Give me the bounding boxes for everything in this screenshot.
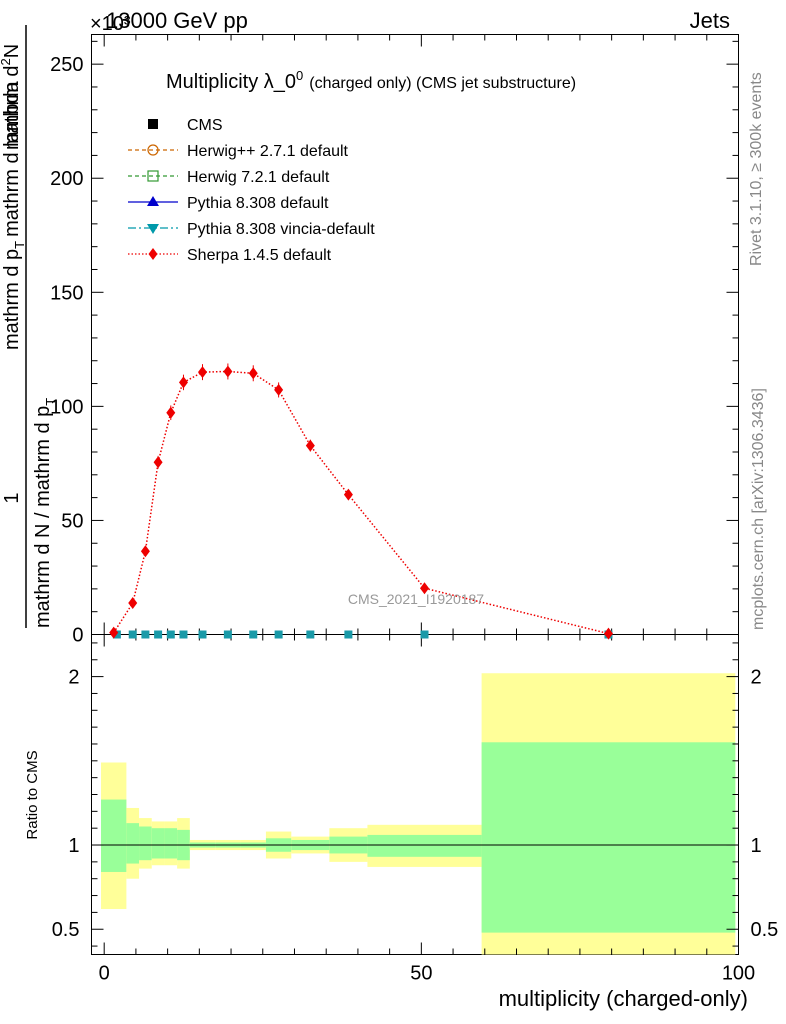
zero-marker xyxy=(128,630,137,639)
legend-marker-triangle xyxy=(147,196,159,206)
sherpa-point xyxy=(109,626,119,639)
legend-label: Herwig++ 2.7.1 default xyxy=(187,143,349,160)
legend-marker-square xyxy=(147,170,159,182)
legend: CMS Herwig++ 2.7.1 default Herwig 7.2.1 de… xyxy=(128,117,375,264)
ratio-y-axis-label: Ratio to CMS xyxy=(24,750,41,839)
top-y-ticks: 0 50 100 150 200 250 xyxy=(50,40,739,647)
y-label-denominator: mathrm d N / mathrm d pT xyxy=(32,398,58,628)
y-label-num-sub: T xyxy=(12,241,27,249)
legend-marker-circle xyxy=(147,144,159,156)
ratio-y-tick-label-right: 1 xyxy=(751,835,762,857)
ratio-inner-band-bin xyxy=(164,828,178,859)
x-tick-label: 0 xyxy=(99,963,110,985)
ratio-y-tick-label-left: 2 xyxy=(68,667,79,689)
top-y-tick-label: 0 xyxy=(72,625,83,647)
rivet-label: Rivet 3.1.10, ≥ 300k events xyxy=(748,72,765,266)
y-label-num-a: mathrm d p xyxy=(1,249,23,350)
legend-label: Pythia 8.308 default xyxy=(187,195,329,212)
sherpa-point xyxy=(343,488,353,501)
ratio-y-tick-label-right: 2 xyxy=(751,667,762,689)
data-series xyxy=(109,363,613,640)
sherpa-point xyxy=(603,627,613,640)
ratio-inner-band-bin xyxy=(481,742,736,933)
zero-marker xyxy=(154,630,163,639)
energy-label: 13000 GeV pp xyxy=(106,8,248,33)
legend-label: Herwig 7.2.1 default xyxy=(187,169,330,186)
x-axis-label: multiplicity (charged-only) xyxy=(499,986,748,1011)
zero-marker xyxy=(420,630,429,639)
zero-marker xyxy=(274,630,283,639)
sherpa-point xyxy=(305,439,315,452)
process-label: Jets xyxy=(690,8,730,33)
ratio-y-tick-label-right: 0.5 xyxy=(751,919,779,941)
sherpa-point xyxy=(178,376,188,389)
top-y-tick-label: 200 xyxy=(50,168,83,190)
top-y-tick-label: 250 xyxy=(50,54,83,76)
title-sup: 0 xyxy=(296,68,303,83)
ratio-y-tick-label-left: 1 xyxy=(68,835,79,857)
legend-marker-diamond xyxy=(148,248,158,260)
legend-marker-cms xyxy=(148,119,158,129)
plot-title: Multiplicity λ_00 (charged only) (CMS jet… xyxy=(166,68,576,93)
legend-label: Pythia 8.308 vincia-default xyxy=(187,221,375,238)
sherpa-point xyxy=(223,365,233,378)
top-y-tick-label: 50 xyxy=(61,510,83,532)
ratio-inner-band-bin xyxy=(367,834,482,857)
legend-marker-triangle-down xyxy=(147,224,159,234)
title-suffix: (charged only) (CMS jet substructure) xyxy=(309,75,576,92)
sherpa-point xyxy=(140,545,150,558)
zero-marker xyxy=(344,630,353,639)
ratio-inner-band-bin xyxy=(151,828,165,859)
sherpa-point xyxy=(166,406,176,419)
sherpa-point xyxy=(128,597,138,610)
top-y-axis-label: 1 mathrm d N / mathrm d pT mathrm d pTma… xyxy=(0,25,58,628)
sherpa-point xyxy=(153,456,163,469)
exponent-label: ×10³ xyxy=(90,13,131,35)
zero-marker xyxy=(198,630,207,639)
zero-marker xyxy=(141,630,150,639)
analysis-watermark: CMS_2021_I1920187 xyxy=(348,591,484,607)
y-label-top-sup: 2 xyxy=(0,58,13,65)
zero-marker xyxy=(306,630,315,639)
y-label-den-a: mathrm d N / mathrm d p xyxy=(32,406,54,628)
zero-marker xyxy=(249,630,258,639)
title-main: Multiplicity λ_0 xyxy=(166,71,296,93)
ratio-y-tick-label-left: 0.5 xyxy=(52,919,80,941)
top-y-tick-label: 150 xyxy=(50,282,83,304)
y-label-den-sub1: T xyxy=(43,398,58,406)
sherpa-point xyxy=(198,366,208,379)
zero-marker xyxy=(179,630,188,639)
x-tick-label: 50 xyxy=(410,963,432,985)
mcplots-label: mcplots.cern.ch [arXiv:1306.3436] xyxy=(750,388,767,630)
legend-label: Sherpa 1.4.5 default xyxy=(187,247,332,264)
zero-marker xyxy=(223,630,232,639)
ratio-bands xyxy=(101,673,736,955)
sherpa-point xyxy=(274,383,284,396)
y-label-num-b: mathrm d lambda xyxy=(1,80,23,236)
ratio-inner-band-bin xyxy=(101,799,127,872)
y-label-top-a: mathrm d xyxy=(1,66,23,150)
y-label-numerator-top: mathrm d2N xyxy=(0,44,23,150)
x-tick-label: 100 xyxy=(722,963,755,985)
y-label-numerator: mathrm d pTmathrm d lambda xyxy=(1,80,27,350)
top-y-tick-label: 100 xyxy=(50,396,83,418)
y-label-numerator-one: 1 xyxy=(1,492,23,503)
zero-marker xyxy=(166,630,175,639)
ratio-inner-band-bin xyxy=(139,826,152,861)
sherpa-point xyxy=(420,582,430,595)
legend-label: CMS xyxy=(187,117,223,134)
y-label-top-n: N xyxy=(1,44,23,58)
zero-marker xyxy=(112,630,121,639)
ratio-inner-band-bin xyxy=(126,823,140,864)
sherpa-point xyxy=(248,367,258,380)
